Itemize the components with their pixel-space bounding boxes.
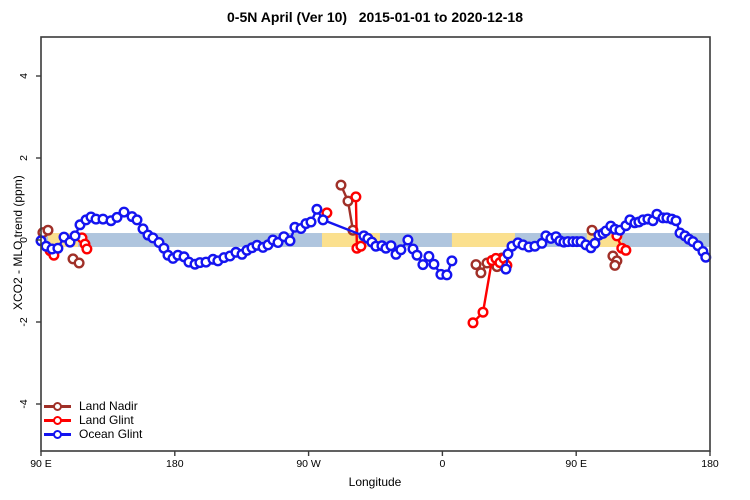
legend-marker-icon	[44, 428, 71, 441]
data-point	[395, 244, 407, 256]
data-point	[417, 259, 429, 271]
data-point	[131, 214, 143, 226]
legend-dot	[53, 416, 62, 425]
data-point	[69, 230, 81, 242]
x-tick-label: 90 W	[296, 458, 321, 470]
data-point	[470, 259, 482, 271]
x-tick-label: 90 E	[565, 458, 587, 470]
data-point	[385, 240, 397, 252]
legend-label: Land Nadir	[79, 399, 138, 413]
data-point	[411, 249, 423, 261]
legend-dot	[53, 402, 62, 411]
land-band-segment	[451, 233, 515, 247]
legend-marker-icon	[44, 414, 71, 427]
data-point	[441, 269, 453, 281]
data-point	[477, 306, 489, 318]
data-point	[311, 203, 323, 215]
data-point	[609, 259, 621, 271]
data-point	[589, 237, 601, 249]
data-point	[52, 242, 64, 254]
chart-title: 0-5N April (Ver 10) 2015-01-01 to 2020-1…	[227, 9, 523, 25]
y-tick-label: -2	[18, 317, 30, 326]
data-point	[670, 215, 682, 227]
data-point	[284, 235, 296, 247]
axes: 90 E 180 90 W 0 90 E 180 4 2 0 -2 -4	[18, 73, 719, 470]
data-point	[350, 191, 362, 203]
x-tick-label: 0	[439, 458, 445, 470]
data-point	[475, 267, 487, 279]
y-tick-label: 2	[18, 155, 30, 161]
x-tick-label: 90 E	[30, 458, 52, 470]
x-axis-title: Longitude	[348, 475, 402, 489]
y-tick-label: 4	[18, 73, 30, 79]
data-point	[700, 251, 712, 263]
data-point	[73, 257, 85, 269]
data-point	[446, 255, 458, 267]
data-point	[620, 244, 632, 256]
data-point	[305, 216, 317, 228]
legend-item-ocean-glint: Ocean Glint	[44, 428, 142, 441]
series-line	[339, 184, 355, 231]
y-tick-label: 0	[18, 237, 30, 243]
y-tick-label: -4	[18, 399, 30, 408]
x-tick-label: 180	[701, 458, 719, 470]
data-point	[81, 243, 93, 255]
data-point	[335, 179, 347, 191]
data-point	[423, 250, 435, 262]
legend-label: Ocean Glint	[79, 427, 143, 441]
legend-label: Land Glint	[79, 413, 134, 427]
x-tick-label: 180	[166, 458, 184, 470]
data-point	[467, 317, 479, 329]
data-point	[428, 258, 440, 270]
legend-item-land-glint: Land Glint	[44, 414, 142, 427]
legend-item-land-nadir: Land Nadir	[44, 400, 142, 413]
data-point	[500, 263, 512, 275]
data-point	[42, 224, 54, 236]
series-ocean-glint	[35, 203, 712, 281]
plot-border	[40, 36, 711, 452]
data-point	[111, 211, 123, 223]
legend-marker-icon	[44, 400, 71, 413]
data-point	[317, 214, 329, 226]
data-point	[342, 195, 354, 207]
data-point	[355, 240, 367, 252]
legend: Land Nadir Land Glint Ocean Glint	[44, 400, 142, 441]
data-point	[402, 234, 414, 246]
series-land-nadir	[37, 179, 623, 279]
data-point	[118, 206, 130, 218]
legend-dot	[53, 430, 62, 439]
